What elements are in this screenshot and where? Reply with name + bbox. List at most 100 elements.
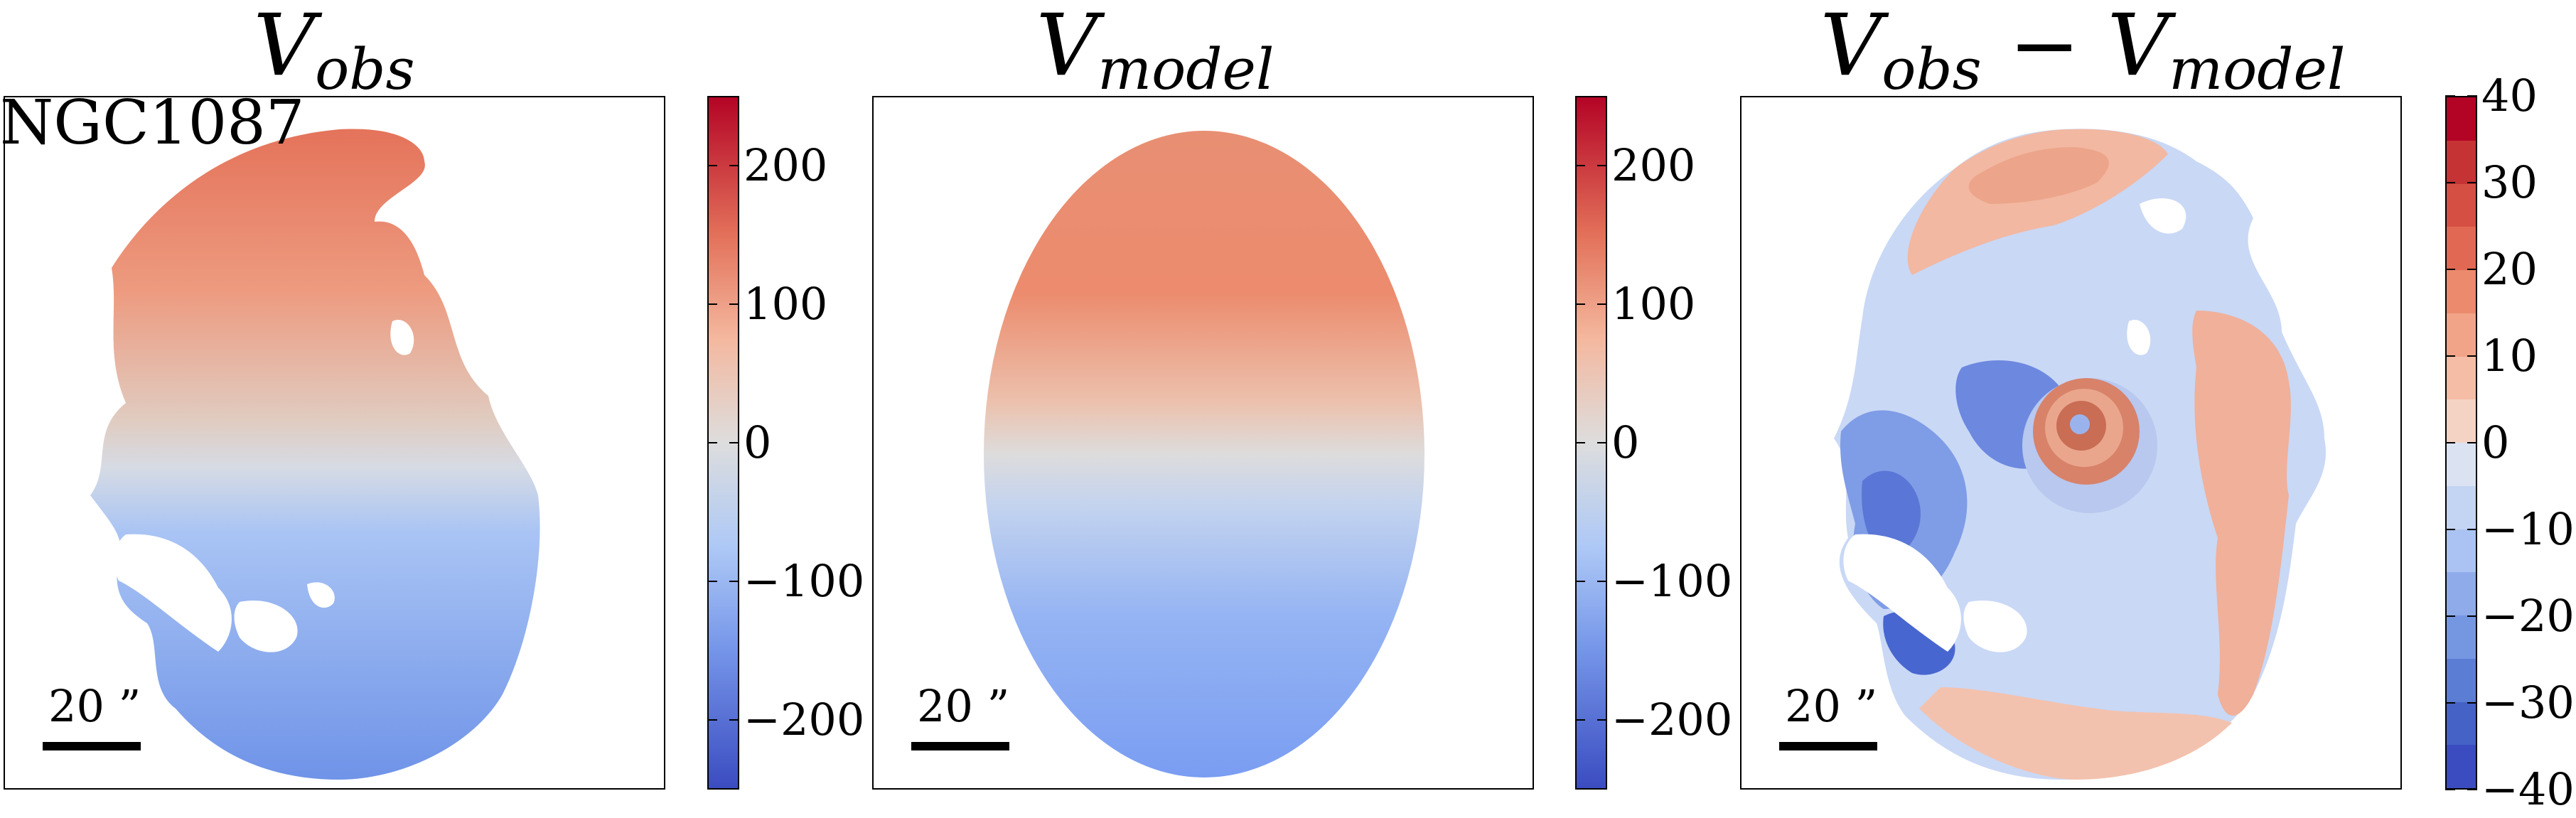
obs-hole-4 — [307, 582, 335, 608]
colorbar-tick — [729, 581, 739, 583]
panel-obs — [4, 96, 665, 790]
colorbar-tick-label: 100 — [1611, 277, 1696, 330]
colorbar-tick — [2467, 442, 2477, 443]
obs-hole-5 — [403, 215, 450, 246]
colorbar-tick — [707, 581, 717, 583]
residual-hole-3 — [1963, 601, 2027, 652]
colorbar-level — [2447, 183, 2476, 229]
colorbar-tick-label: −200 — [1611, 694, 1733, 746]
colorbar-tick — [2445, 702, 2455, 704]
obs-velocity-field — [90, 129, 540, 780]
panel-3-title: Vobs − Vmodel — [1692, 0, 2474, 116]
panel-1-title: Vobs — [139, 0, 530, 116]
residual-hole-4 — [2140, 198, 2186, 234]
colorbar-tick-label: −100 — [1611, 555, 1733, 608]
colorbar-tick — [2467, 269, 2477, 270]
colorbar-level — [2447, 356, 2476, 402]
colorbar-tick — [1597, 581, 1607, 583]
colorbar-tick — [2467, 355, 2477, 357]
panel-model-scale-bar — [911, 742, 1009, 750]
colorbar-tick-label: 0 — [744, 416, 772, 468]
colorbar-tick — [2467, 182, 2477, 183]
panel-obs-map — [90, 129, 540, 780]
colorbar-level — [2447, 313, 2476, 358]
colorbar-tick — [729, 442, 739, 443]
colorbar-tick — [729, 303, 739, 305]
colorbar-tick — [2445, 355, 2455, 357]
colorbar-level — [2447, 658, 2476, 704]
colorbar-tick — [2467, 615, 2477, 617]
colorbar-residual-levels — [2447, 97, 2476, 788]
colorbar-residual — [2445, 96, 2477, 790]
panel-residual-map — [1834, 129, 2326, 780]
panel-1-title-sub: obs — [315, 36, 415, 102]
colorbar-tick — [2445, 615, 2455, 617]
colorbar-level — [2447, 745, 2476, 788]
colorbar-tick-label: −10 — [2481, 503, 2575, 555]
colorbar-tick-label: −30 — [2481, 677, 2575, 728]
colorbar-tick — [729, 164, 739, 166]
colorbar-tick-label: 200 — [1611, 139, 1696, 191]
colorbar-tick-label: 30 — [2481, 156, 2538, 208]
panel-3-title-main: V — [1820, 0, 1882, 95]
colorbar-tick — [1597, 164, 1607, 166]
colorbar-tick — [1575, 442, 1585, 443]
colorbar-tick — [2467, 529, 2477, 530]
colorbar-tick-label: 0 — [2481, 416, 2510, 468]
colorbar-tick-label: 0 — [1611, 416, 1640, 468]
panel-residual-scale-bar — [1779, 742, 1877, 750]
colorbar-tick — [2445, 789, 2455, 790]
residual-center-core — [2070, 414, 2090, 434]
panel-obs-scale-label: 20 ” — [48, 680, 141, 732]
colorbar-tick — [1575, 719, 1585, 721]
obs-hole-3 — [234, 601, 298, 652]
colorbar-level — [2447, 227, 2476, 271]
panel-2-title-sub: model — [1098, 36, 1274, 102]
panel-1-title-main: V — [253, 0, 316, 95]
colorbar-tick-label: 10 — [2481, 330, 2538, 382]
panel-obs-scale-bar — [43, 742, 141, 750]
colorbar-tick — [2467, 95, 2477, 97]
obs-hole-1 — [390, 320, 414, 355]
colorbar-tick-label: 200 — [744, 139, 828, 191]
colorbar-level — [2447, 701, 2476, 747]
panel-residual — [1740, 96, 2402, 790]
colorbar-level — [2447, 443, 2476, 488]
colorbar-tick — [2445, 529, 2455, 530]
panel-model-map — [984, 131, 1424, 777]
panel-3-title-sub: obs — [1882, 36, 1982, 102]
panel-model — [872, 96, 1534, 790]
galaxy-name-label: NGC1087 — [0, 87, 305, 158]
colorbar-tick — [2445, 442, 2455, 443]
colorbar-tick-label: 100 — [744, 277, 828, 330]
residual-hole-1 — [2127, 320, 2151, 355]
residual-positive-bottom — [1919, 687, 2232, 780]
colorbar-tick — [2467, 702, 2477, 704]
colorbar-level — [2447, 485, 2476, 531]
colorbar-tick — [2445, 269, 2455, 270]
colorbar-tick — [707, 164, 717, 166]
model-velocity-field — [984, 131, 1424, 777]
colorbar-tick-label: −200 — [744, 694, 865, 746]
panel-residual-scale-label: 20 ” — [1785, 680, 1878, 732]
colorbar-tick — [1597, 442, 1607, 443]
colorbar-tick-label: 20 — [2481, 243, 2538, 295]
colorbar-tick-label: −40 — [2481, 763, 2575, 815]
colorbar-tick-label: −20 — [2481, 590, 2575, 642]
colorbar-level — [2447, 270, 2476, 315]
colorbar-tick — [1575, 303, 1585, 305]
colorbar-tick — [729, 719, 739, 721]
colorbar-tick — [707, 303, 717, 305]
colorbar-level — [2447, 572, 2476, 617]
colorbar-level — [2447, 140, 2476, 185]
colorbar-tick — [1597, 719, 1607, 721]
colorbar-tick — [1575, 164, 1585, 166]
colorbar-tick — [2467, 789, 2477, 790]
colorbar-level — [2447, 529, 2476, 574]
colorbar-tick — [2445, 182, 2455, 183]
panel-3-title-op: − — [2008, 0, 2081, 95]
panel-model-scale-label: 20 ” — [917, 680, 1010, 732]
colorbar-tick-label: −100 — [744, 555, 865, 608]
panel-2-title-main: V — [1036, 0, 1098, 95]
